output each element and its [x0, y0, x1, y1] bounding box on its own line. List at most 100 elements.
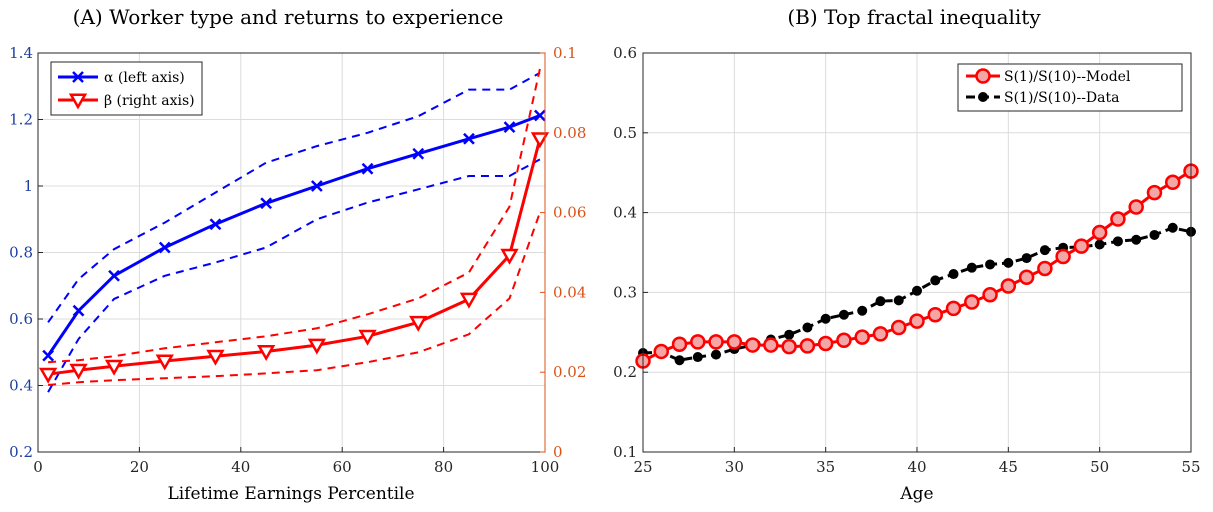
data-point: [1167, 222, 1178, 233]
y-left-tick-label: 1: [23, 177, 33, 195]
model-point: [1018, 269, 1035, 285]
model-point: [653, 343, 670, 360]
model-point: [1037, 260, 1053, 277]
y-tick-label: 0.3: [613, 283, 637, 301]
beta-point: [155, 354, 174, 371]
panel-b-plot: [635, 163, 1199, 369]
alpha-point: [108, 269, 120, 282]
model-point: [854, 329, 870, 345]
data-point: [1149, 229, 1160, 240]
panel-b: (B) Top fractal inequality 25 30 35 40 45 50 5…: [613, 5, 1200, 504]
data-point: [875, 296, 886, 307]
model-point: [982, 287, 998, 303]
data-point: [1021, 253, 1032, 264]
y-tick-label: 0.5: [613, 124, 637, 142]
beta-point: [409, 315, 428, 332]
model-point: [1091, 224, 1108, 241]
y-right-tick-label: 0.04: [553, 283, 586, 301]
y-right-tick-label: 0.1: [553, 44, 577, 62]
y-right-tick-label: 0.06: [553, 204, 586, 222]
x-tick-label: 50: [1090, 458, 1109, 476]
y-tick-label: 0.4: [613, 204, 637, 222]
model-point: [909, 313, 925, 329]
panel-a-title: (A) Worker type and returns to experienc…: [73, 5, 504, 29]
legend-marker-model: [975, 68, 991, 84]
model-point: [964, 294, 980, 310]
x-tick-label: 80: [434, 458, 453, 476]
legend-marker-alpha: [72, 71, 84, 83]
beta-point: [459, 292, 479, 309]
beta-point: [104, 359, 124, 376]
legend-label-model: S(1)/S(10)--Model: [1004, 69, 1131, 85]
legend-label-beta: β (right axis): [104, 93, 195, 109]
alpha-point: [158, 241, 171, 254]
beta-point: [307, 338, 327, 355]
beta-point: [206, 349, 225, 366]
legend-marker-beta: [68, 93, 88, 110]
data-point: [893, 295, 904, 306]
x-tick-label: 40: [907, 458, 926, 476]
alpha-band-line: [47, 158, 541, 393]
alpha-point: [42, 349, 55, 362]
panel-b-title: (B) Top fractal inequality: [787, 5, 1041, 29]
beta-point: [358, 329, 377, 346]
model-point: [890, 319, 907, 336]
model-point: [708, 334, 724, 350]
x-tick-label: 25: [633, 458, 652, 476]
y-right-tick-label: 0: [553, 443, 563, 461]
y-tick-label: 0.2: [613, 363, 637, 381]
y-left-tick-label: 0.8: [9, 244, 33, 262]
data-point: [948, 269, 959, 280]
alpha-point: [412, 147, 425, 160]
model-point: [836, 332, 852, 349]
legend-marker-data: [978, 92, 988, 102]
legend-label-alpha: α (left axis): [104, 70, 185, 86]
beta-point: [256, 344, 276, 361]
panel-b-grid: [642, 52, 1192, 453]
model-point: [1146, 184, 1163, 201]
model-point: [744, 337, 761, 353]
model-point: [763, 337, 779, 353]
panel-a-legend: α (left axis) β (right axis): [50, 61, 203, 116]
model-point: [1073, 238, 1090, 254]
alpha-series-line: [46, 114, 541, 357]
data-point: [784, 329, 795, 340]
model-point: [817, 335, 834, 352]
beta-point: [500, 248, 519, 265]
alpha-point: [361, 162, 374, 175]
data-point: [802, 322, 813, 333]
data-point: [674, 355, 685, 366]
beta-point: [530, 132, 550, 149]
model-point: [1110, 211, 1126, 227]
beta-band-line: [48, 212, 541, 386]
alpha-point: [260, 197, 273, 210]
model-point: [1055, 248, 1071, 265]
data-point: [692, 352, 703, 363]
model-point: [726, 334, 743, 350]
model-point: [1128, 199, 1144, 215]
alpha-point: [209, 218, 222, 231]
data-point: [1039, 245, 1050, 256]
y-left-tick-label: 0.2: [9, 443, 33, 461]
data-point: [838, 309, 849, 320]
x-tick-label: 45: [999, 458, 1018, 476]
x-tick-label: 40: [231, 458, 250, 476]
x-tick-label: 100: [531, 458, 560, 476]
data-point: [711, 349, 722, 360]
x-tick-label: 35: [816, 458, 835, 476]
panel-a: (A) Worker type and returns to experienc…: [9, 5, 586, 504]
model-point: [799, 338, 816, 354]
legend-symbol-model: [966, 68, 1000, 84]
x-tick-label: 0: [33, 458, 43, 476]
alpha-point: [534, 109, 546, 122]
panel-b-ticks: 25 30 35 40 45 50 55 0.1 0.2 0.3 0.4 0.5 0.6: [613, 44, 1200, 476]
beta-band-line: [48, 68, 541, 364]
panel-a-plot: [38, 68, 550, 393]
data-point: [985, 259, 996, 270]
y-tick-label: 0.1: [613, 443, 637, 461]
model-point: [1000, 278, 1017, 294]
alpha-point: [463, 132, 475, 145]
legend-symbol-alpha: [58, 71, 98, 83]
alpha-band-line: [47, 72, 541, 323]
